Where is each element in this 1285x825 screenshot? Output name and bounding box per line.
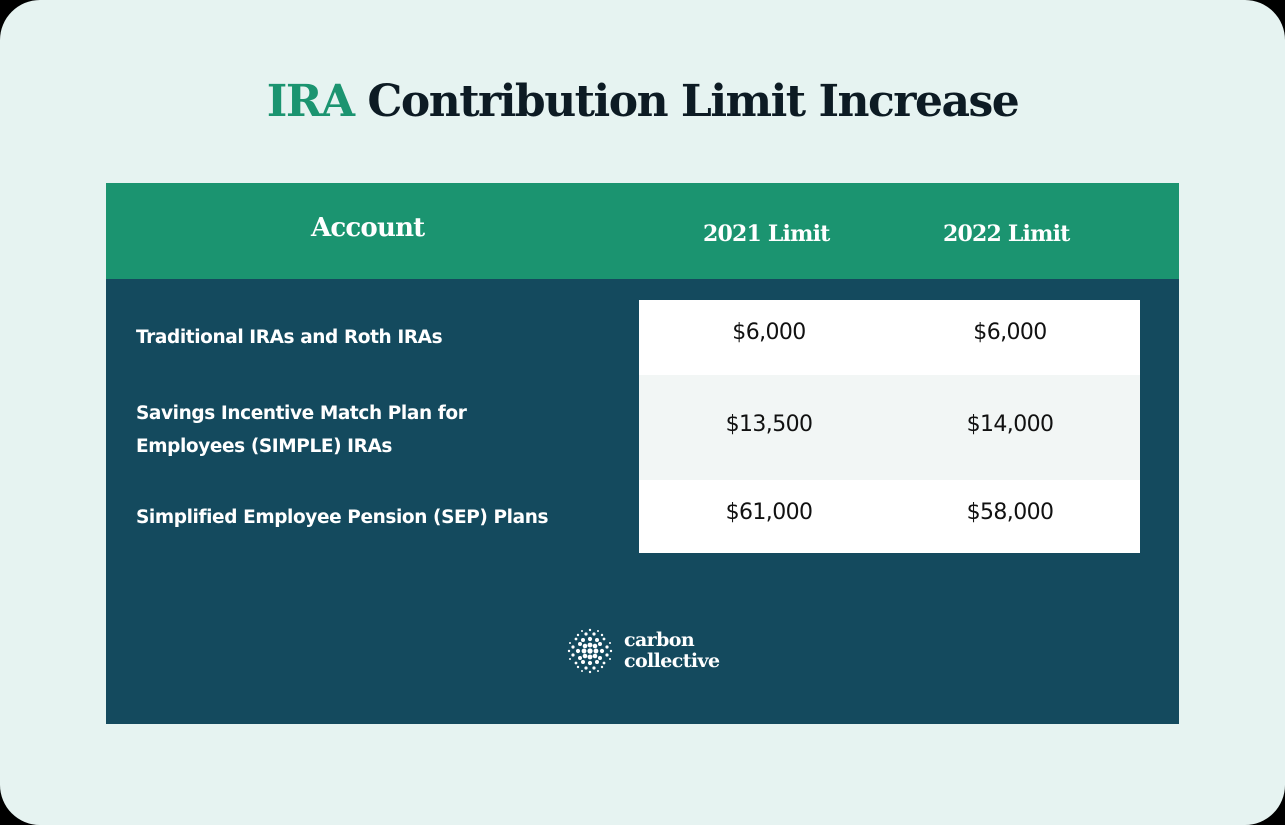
value-2021: $61,000: [725, 500, 813, 525]
page-title: IRA Contribution Limit Increase: [0, 72, 1285, 132]
logo-line-1: carbon: [624, 629, 695, 651]
row-label-text: Traditional IRAs and Roth IRAs: [136, 327, 443, 348]
table-row: $13,500 $14,000: [639, 375, 1140, 480]
value-2022: $14,000: [966, 412, 1054, 437]
value-2022: $58,000: [966, 500, 1054, 525]
row-label-text: Simplified Employee Pension (SEP) Plans: [136, 507, 549, 528]
title-accent: IRA: [266, 76, 355, 127]
row-label-sep: Simplified Employee Pension (SEP) Plans: [136, 501, 548, 534]
contribution-table: Account 2021 Limit 2022 Limit Traditiona…: [106, 183, 1179, 724]
header-2021-limit: 2021 Limit: [703, 221, 830, 247]
logo-line-2: collective: [624, 650, 720, 672]
logo-wordmark: carbon collective: [624, 629, 720, 672]
value-2022: $6,000: [973, 320, 1047, 345]
row-label-simple: Savings Incentive Match Plan for Employe…: [136, 397, 467, 463]
header-account: Account: [311, 213, 425, 243]
value-2021: $13,500: [725, 412, 813, 437]
dotted-globe-icon: [567, 628, 613, 674]
carbon-collective-logo: carbon collective: [564, 625, 720, 677]
values-block: $6,000 $6,000 $13,500 $14,000 $61,000 $5…: [639, 300, 1140, 553]
row-label-text-line1: Savings Incentive Match Plan for: [136, 403, 467, 424]
row-label-traditional-roth: Traditional IRAs and Roth IRAs: [136, 321, 443, 354]
row-label-text-line2: Employees (SIMPLE) IRAs: [136, 436, 393, 457]
value-2021: $6,000: [732, 320, 806, 345]
header-2022-limit: 2022 Limit: [943, 221, 1070, 247]
table-header: Account 2021 Limit 2022 Limit: [106, 183, 1179, 279]
title-rest: Contribution Limit Increase: [353, 76, 1019, 127]
table-row: $6,000 $6,000: [639, 300, 1140, 375]
table-row: $61,000 $58,000: [639, 480, 1140, 553]
